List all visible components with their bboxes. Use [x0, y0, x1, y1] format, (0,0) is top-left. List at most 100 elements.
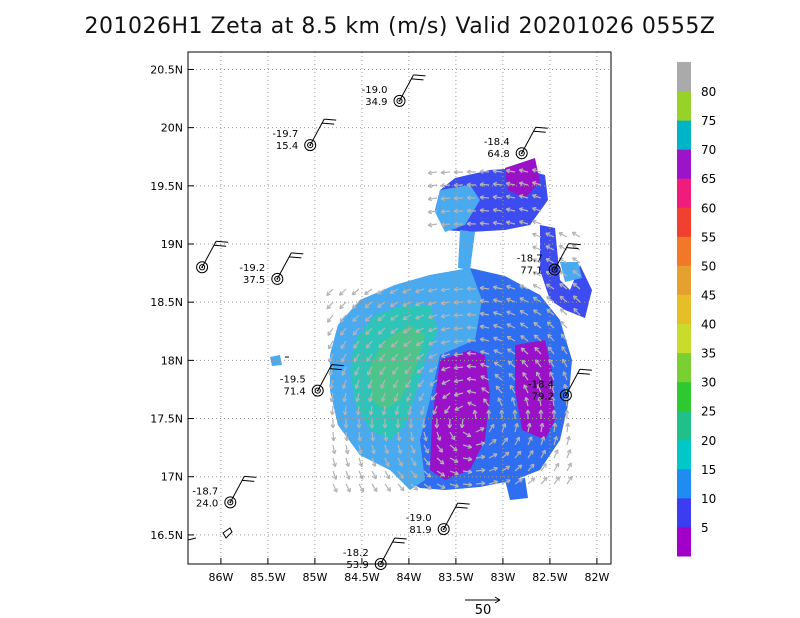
wind-barb-staff: [399, 74, 414, 102]
wind-vector: [339, 314, 347, 323]
wind-vector: [527, 436, 533, 446]
wind-barb-flag: [214, 244, 227, 247]
wind-vector: [466, 312, 477, 318]
wind-vector: [440, 170, 451, 175]
wind-vector: [475, 454, 486, 460]
dropsonde-temperature: -19.0: [362, 85, 388, 96]
wind-vector: [376, 288, 386, 295]
wind-barb-flag: [216, 240, 229, 243]
wind-vector: [536, 384, 542, 394]
colorbar-label: 5: [701, 521, 709, 535]
wind-vector: [559, 295, 568, 303]
wind-vector: [353, 340, 360, 349]
wind-vector: [427, 301, 438, 306]
wind-vector: [402, 288, 412, 294]
wind-vector: [432, 405, 438, 415]
wind-vector: [547, 346, 555, 355]
wind-vector: [514, 464, 523, 472]
zeta-region-south: [505, 478, 528, 500]
wind-vector: [571, 231, 581, 238]
colorbar-swatch: [677, 410, 691, 441]
dropsonde: -18.464.8: [484, 126, 548, 160]
wind-vector: [561, 346, 568, 355]
wind-vector: [493, 336, 503, 342]
dropsonde-marker-ring: [304, 139, 317, 152]
wind-vector: [505, 194, 516, 200]
wind-vector: [492, 168, 503, 174]
wind-vector: [518, 168, 529, 174]
wind-vector: [370, 431, 376, 442]
wind-vector: [409, 431, 415, 442]
colorbar-swatch: [677, 294, 691, 325]
wind-vector: [475, 441, 486, 447]
wind-barb-staff: [309, 118, 325, 146]
dropsonde: -19.571.4: [280, 364, 344, 398]
wind-vector: [367, 366, 373, 376]
colorbar-swatch: [677, 120, 691, 150]
wind-barb-staff: [201, 241, 217, 268]
wind-vector: [546, 308, 555, 316]
wind-vector: [339, 301, 347, 310]
wind-vector: [345, 483, 351, 493]
wind-vector: [507, 360, 516, 368]
dropsonde-marker-ring: [224, 496, 237, 509]
wind-vector: [462, 482, 473, 488]
colorbar-label: 35: [701, 347, 716, 361]
wind-vector: [390, 314, 399, 321]
colorbar-swatch: [677, 468, 691, 499]
wind-vector: [408, 418, 414, 429]
wind-vector: [532, 219, 542, 225]
wind-vector: [479, 221, 490, 226]
wind-vector: [495, 385, 503, 394]
wind-vector: [356, 418, 362, 429]
wind-vector: [559, 308, 568, 316]
wind-vector: [540, 436, 546, 446]
wind-vector: [488, 438, 497, 446]
wind-vector: [565, 422, 571, 433]
wind-vector: [415, 340, 425, 347]
wind-vector: [343, 418, 349, 429]
wind-vector: [532, 206, 542, 212]
wind-vector: [371, 457, 377, 467]
wind-vector: [514, 436, 520, 446]
wind-vector: [329, 405, 335, 416]
chart-title: 201026H1 Zeta at 8.5 km (m/s) Valid 2020…: [84, 14, 716, 39]
dropsonde-marker-ring: [196, 261, 209, 274]
dropsonde-temperature: -18.2: [343, 548, 369, 559]
dropsonde-marker-inner: [227, 499, 234, 506]
wind-vector: [428, 327, 438, 333]
wind-vector: [377, 314, 386, 322]
wind-vector: [344, 444, 350, 455]
wind-vector: [410, 444, 416, 454]
wind-vector: [505, 168, 516, 174]
wind-vector: [357, 444, 363, 455]
coast-segment: [188, 537, 197, 541]
colorbar-swatch: [677, 526, 691, 557]
wind-vector: [427, 314, 438, 320]
wind-vector: [427, 170, 438, 176]
wind-vector: [520, 347, 529, 355]
wind-vector: [440, 340, 451, 345]
wind-vector: [475, 427, 485, 433]
wind-vector: [472, 409, 478, 420]
dropsonde-pressure: 24.0: [196, 498, 218, 509]
wind-vector: [326, 301, 334, 310]
wind-vector: [423, 444, 429, 454]
zeta-region-north-violet: [505, 158, 540, 198]
wind-vector: [440, 209, 451, 214]
wind-vector: [344, 431, 349, 442]
wind-barb-staff: [317, 364, 333, 391]
wind-vector: [427, 288, 438, 293]
wind-vector: [332, 470, 338, 480]
dropsonde-marker-ring: [437, 523, 450, 536]
dropsonde-marker-ring: [548, 263, 561, 276]
wind-vector: [514, 450, 522, 459]
wind-vector: [368, 405, 374, 416]
wind-vector: [345, 470, 351, 480]
wind-vector: [390, 340, 399, 348]
dropsonde-marker-ring: [515, 147, 528, 160]
y-tick-label: 18N: [161, 354, 183, 367]
y-tick-label: 20.5N: [150, 63, 183, 76]
wind-vector: [332, 457, 337, 468]
wind-vector: [553, 449, 559, 459]
